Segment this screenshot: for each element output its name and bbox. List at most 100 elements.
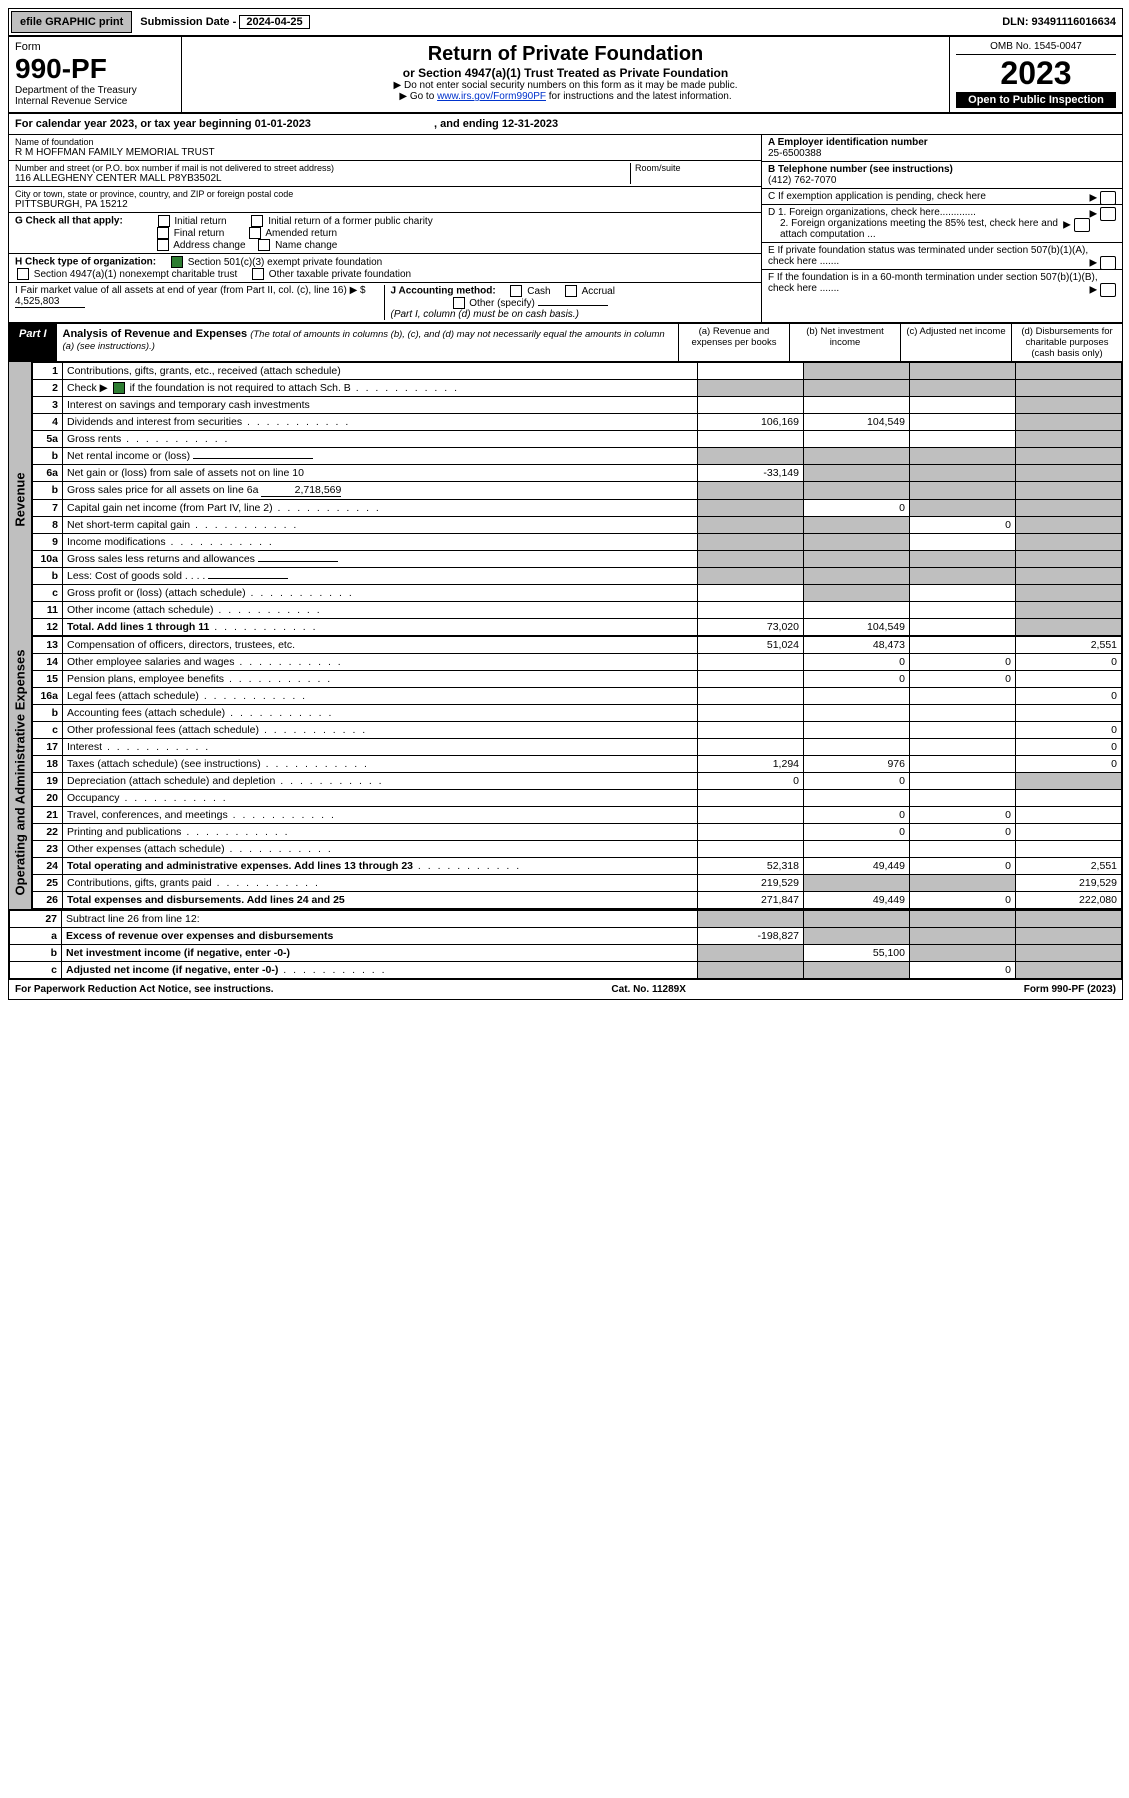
h-opt-1: Section 501(c)(3) exempt private foundat… [188,257,383,268]
checkbox-c[interactable] [1100,191,1116,205]
checkbox-other-method[interactable] [453,297,465,309]
ein-value: 25-6500388 [768,148,821,159]
l10c-desc: Gross profit or (loss) (attach schedule) [63,585,698,602]
l16c-desc: Other professional fees (attach schedule… [63,722,698,739]
part-title-text: Analysis of Revenue and Expenses [63,328,251,340]
checkbox-501c3[interactable] [171,256,183,268]
l27a-desc: Excess of revenue over expenses and disb… [62,928,698,945]
checkbox-initial-former[interactable] [251,215,263,227]
form-container: efile GRAPHIC print Submission Date - 20… [8,8,1123,1000]
l21-b: 0 [804,807,910,824]
l18-a: 1,294 [698,756,804,773]
line-27a: aExcess of revenue over expenses and dis… [10,928,1122,945]
l16c-d: 0 [1016,722,1122,739]
ein-header: A Employer identification number [768,137,928,148]
checkbox-d2[interactable] [1074,218,1090,232]
efile-print-button[interactable]: efile GRAPHIC print [11,11,132,33]
l14-c: 0 [910,654,1016,671]
l22-c: 0 [910,824,1016,841]
l12-a: 73,020 [698,619,804,636]
checkbox-amended-return[interactable] [249,227,261,239]
l13-b: 48,473 [804,637,910,654]
l13-desc: Compensation of officers, directors, tru… [63,637,698,654]
form-number: 990-PF [15,53,175,85]
checkbox-other-taxable[interactable] [252,268,264,280]
h-opt-2: Section 4947(a)(1) nonexempt charitable … [34,269,237,280]
dept-line2: Internal Revenue Service [15,96,175,107]
id-left: Name of foundation R M HOFFMAN FAMILY ME… [9,135,761,322]
line-16a: 16aLegal fees (attach schedule)0 [33,688,1122,705]
l11-desc: Other income (attach schedule) [63,602,698,619]
i-label: I Fair market value of all assets at end… [15,285,366,296]
line-13: 13Compensation of officers, directors, t… [33,637,1122,654]
dept-line1: Department of the Treasury [15,85,175,96]
revenue-sidelabel: Revenue [9,362,32,636]
g-opt-3: Amended return [265,228,337,239]
line-14: 14Other employee salaries and wages000 [33,654,1122,671]
g-opt-0: Initial return [174,216,226,227]
cal-pre: For calendar year 2023, or tax year begi… [15,118,255,130]
part-title: Analysis of Revenue and Expenses (The to… [57,324,678,361]
l24-c: 0 [910,858,1016,875]
g-label: G Check all that apply: [15,216,123,227]
l23-desc: Other expenses (attach schedule) [63,841,698,858]
l9-desc: Income modifications [63,534,698,551]
line-10c: cGross profit or (loss) (attach schedule… [33,585,1122,602]
j-opt-accrual: Accrual [582,286,615,297]
l8-c: 0 [910,517,1016,534]
line27-table: 27Subtract line 26 from line 12: aExcess… [9,909,1122,979]
l14-b: 0 [804,654,910,671]
checkbox-accrual[interactable] [565,285,577,297]
l6a-a: -33,149 [698,465,804,482]
line-11: 11Other income (attach schedule) [33,602,1122,619]
checkbox-cash[interactable] [510,285,522,297]
line-3: 3Interest on savings and temporary cash … [33,397,1122,414]
l2-desc: Check ▶ if the foundation is not require… [63,380,698,397]
j-other: Other (specify) [469,298,535,309]
l18-desc: Taxes (attach schedule) (see instruction… [63,756,698,773]
submission-label-text: Submission Date - [140,16,239,28]
checkbox-initial-return[interactable] [158,215,170,227]
form-label: Form [15,41,175,53]
col-a-header: (a) Revenue and expenses per books [678,324,789,361]
checkbox-name-change[interactable] [258,239,270,251]
line-10a: 10aGross sales less returns and allowanc… [33,551,1122,568]
line-27b: bNet investment income (if negative, ent… [10,945,1122,962]
l15-desc: Pension plans, employee benefits [63,671,698,688]
checkbox-address-change[interactable] [157,239,169,251]
h-label: H Check type of organization: [15,257,156,268]
l6b-desc: Gross sales price for all assets on line… [63,482,698,500]
l7-desc: Capital gain net income (from Part IV, l… [63,500,698,517]
line-2: 2Check ▶ if the foundation is not requir… [33,380,1122,397]
l3-desc: Interest on savings and temporary cash i… [63,397,698,414]
checkbox-d1[interactable] [1100,207,1116,221]
foundation-name: R M HOFFMAN FAMILY MEMORIAL TRUST [15,147,755,158]
checkbox-final-return[interactable] [157,227,169,239]
line-5b: bNet rental income or (loss) [33,448,1122,465]
l8-desc: Net short-term capital gain [63,517,698,534]
line-7: 7Capital gain net income (from Part IV, … [33,500,1122,517]
f-cell: F If the foundation is in a 60-month ter… [762,270,1122,296]
h-opt-3: Other taxable private foundation [269,269,411,280]
line-26: 26Total expenses and disbursements. Add … [33,892,1122,909]
ij-row: I Fair market value of all assets at end… [9,283,761,322]
l26-desc: Total expenses and disbursements. Add li… [63,892,698,909]
checkbox-f[interactable] [1100,283,1116,297]
expenses-table: 13Compensation of officers, directors, t… [32,636,1122,909]
l25-desc: Contributions, gifts, grants paid [63,875,698,892]
footer-left: For Paperwork Reduction Act Notice, see … [15,984,274,995]
l26-c: 0 [910,892,1016,909]
topbar-spacer [316,9,997,35]
l15-b: 0 [804,671,910,688]
l15-c: 0 [910,671,1016,688]
year-block: OMB No. 1545-0047 2023 Open to Public In… [950,37,1122,112]
checkbox-e[interactable] [1100,256,1116,270]
form-id-block: Form 990-PF Department of the Treasury I… [9,37,182,112]
form-link[interactable]: www.irs.gov/Form990PF [437,91,546,102]
cal-end: 12-31-2023 [502,118,558,130]
l18-d: 0 [1016,756,1122,773]
checkbox-sch-b[interactable] [113,382,125,394]
line-16b: bAccounting fees (attach schedule) [33,705,1122,722]
l16b-desc: Accounting fees (attach schedule) [63,705,698,722]
checkbox-4947[interactable] [17,268,29,280]
